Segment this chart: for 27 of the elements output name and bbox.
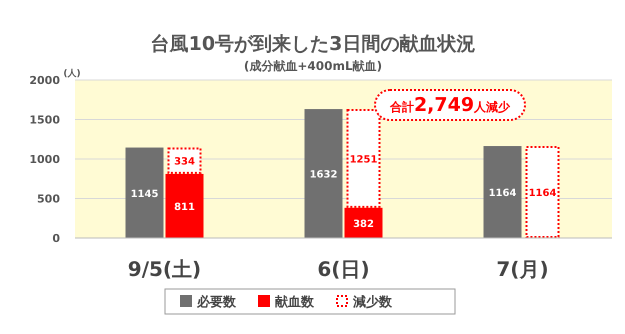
chart-subtitle: (成分献血+400mL献血) bbox=[244, 59, 382, 73]
bar bbox=[484, 146, 522, 238]
legend-label: 必要数 bbox=[196, 294, 237, 310]
y-tick-label: 2000 bbox=[29, 74, 60, 87]
y-tick-label: 500 bbox=[37, 192, 60, 206]
annotation: 合計2,749人減少 bbox=[388, 94, 512, 116]
legend-label: 献血数 bbox=[275, 295, 315, 310]
data-label: 1164 bbox=[488, 188, 516, 200]
y-tick-label: 1500 bbox=[29, 114, 60, 126]
data-label: 1145 bbox=[130, 188, 158, 200]
legend-label: 減少数 bbox=[352, 295, 393, 310]
data-label: 334 bbox=[174, 156, 195, 168]
bar bbox=[526, 146, 560, 238]
bar bbox=[304, 109, 342, 238]
x-tick-label: 6(日) bbox=[317, 257, 370, 281]
data-label: 1164 bbox=[528, 188, 556, 200]
y-axis-title: (人) bbox=[63, 68, 81, 79]
data-label: 1251 bbox=[350, 154, 378, 166]
y-tick-label: 1000 bbox=[29, 153, 60, 166]
x-tick-label: 7(月) bbox=[496, 257, 549, 281]
bar bbox=[126, 148, 164, 238]
y-tick-label: 0 bbox=[52, 232, 60, 245]
data-label: 1632 bbox=[310, 170, 338, 181]
data-label: 811 bbox=[174, 202, 195, 213]
data-label: 382 bbox=[353, 218, 374, 230]
x-tick-label: 9/5(土) bbox=[128, 257, 202, 281]
chart-title: 台風10号が到来した3日間の献血状況 bbox=[150, 33, 476, 55]
